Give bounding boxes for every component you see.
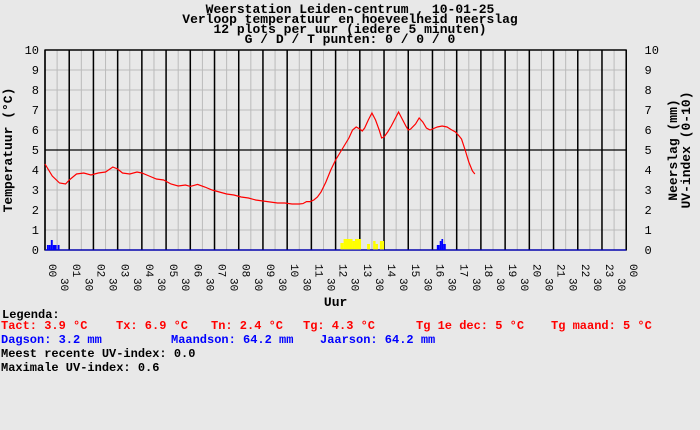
svg-text:0: 0 — [645, 244, 652, 258]
svg-text:30: 30 — [154, 278, 166, 291]
svg-text:21: 21 — [554, 264, 566, 278]
svg-text:5: 5 — [32, 144, 39, 158]
svg-text:00: 00 — [45, 264, 57, 277]
svg-text:30: 30 — [445, 278, 457, 291]
svg-text:30: 30 — [299, 278, 311, 291]
svg-text:19: 19 — [505, 264, 517, 277]
svg-text:20: 20 — [529, 264, 541, 277]
svg-text:6: 6 — [32, 124, 39, 138]
svg-text:8: 8 — [32, 84, 39, 98]
svg-text:30: 30 — [81, 278, 93, 291]
svg-text:9: 9 — [32, 64, 39, 78]
svg-text:08: 08 — [239, 264, 251, 277]
svg-text:13: 13 — [360, 264, 372, 277]
svg-text:14: 14 — [384, 264, 396, 278]
svg-text:30: 30 — [106, 278, 118, 291]
svg-text:10: 10 — [25, 44, 39, 58]
svg-text:05: 05 — [166, 264, 178, 277]
svg-text:12: 12 — [336, 264, 348, 277]
svg-text:0: 0 — [32, 244, 39, 258]
svg-text:22: 22 — [578, 264, 590, 277]
svg-text:30: 30 — [348, 278, 360, 291]
svg-text:11: 11 — [311, 264, 323, 278]
svg-text:3: 3 — [32, 184, 39, 198]
svg-text:30: 30 — [275, 278, 287, 291]
svg-text:30: 30 — [541, 278, 553, 291]
svg-text:4: 4 — [645, 164, 652, 178]
svg-text:17: 17 — [457, 264, 469, 277]
svg-text:30: 30 — [590, 278, 602, 291]
svg-text:1: 1 — [645, 224, 652, 238]
svg-text:3: 3 — [645, 184, 652, 198]
svg-text:30: 30 — [420, 278, 432, 291]
svg-text:30: 30 — [517, 278, 529, 291]
svg-text:Temperatuur (°C): Temperatuur (°C) — [1, 88, 16, 213]
svg-text:07: 07 — [215, 264, 227, 277]
svg-text:30: 30 — [202, 278, 214, 291]
svg-text:Uur: Uur — [324, 295, 347, 310]
svg-text:06: 06 — [190, 264, 202, 277]
svg-text:4: 4 — [32, 164, 39, 178]
svg-text:30: 30 — [130, 278, 142, 291]
svg-text:04: 04 — [142, 264, 154, 278]
svg-text:30: 30 — [469, 278, 481, 291]
svg-text:2: 2 — [32, 204, 39, 218]
svg-text:UV-index (0-10): UV-index (0-10) — [679, 91, 694, 208]
svg-text:30: 30 — [493, 278, 505, 291]
svg-text:10: 10 — [287, 264, 299, 277]
svg-text:30: 30 — [178, 278, 190, 291]
svg-text:7: 7 — [32, 104, 39, 118]
svg-text:30: 30 — [251, 278, 263, 291]
svg-text:8: 8 — [645, 84, 652, 98]
svg-text:1: 1 — [32, 224, 39, 238]
svg-text:00: 00 — [626, 264, 638, 277]
svg-text:30: 30 — [614, 278, 626, 291]
svg-text:03: 03 — [118, 264, 130, 277]
svg-text:30: 30 — [227, 278, 239, 291]
svg-text:02: 02 — [93, 264, 105, 277]
svg-text:30: 30 — [324, 278, 336, 291]
svg-text:9: 9 — [645, 64, 652, 78]
svg-text:5: 5 — [645, 144, 652, 158]
svg-text:01: 01 — [69, 264, 81, 278]
svg-text:10: 10 — [645, 44, 659, 58]
svg-text:23: 23 — [602, 264, 614, 277]
svg-text:30: 30 — [396, 278, 408, 291]
svg-text:09: 09 — [263, 264, 275, 277]
svg-text:18: 18 — [481, 264, 493, 277]
svg-text:30: 30 — [372, 278, 384, 291]
svg-text:30: 30 — [57, 278, 69, 291]
svg-text:6: 6 — [645, 124, 652, 138]
svg-text:2: 2 — [645, 204, 652, 218]
svg-text:15: 15 — [408, 264, 420, 277]
svg-text:30: 30 — [566, 278, 578, 291]
svg-text:7: 7 — [645, 104, 652, 118]
svg-text:16: 16 — [433, 264, 445, 277]
